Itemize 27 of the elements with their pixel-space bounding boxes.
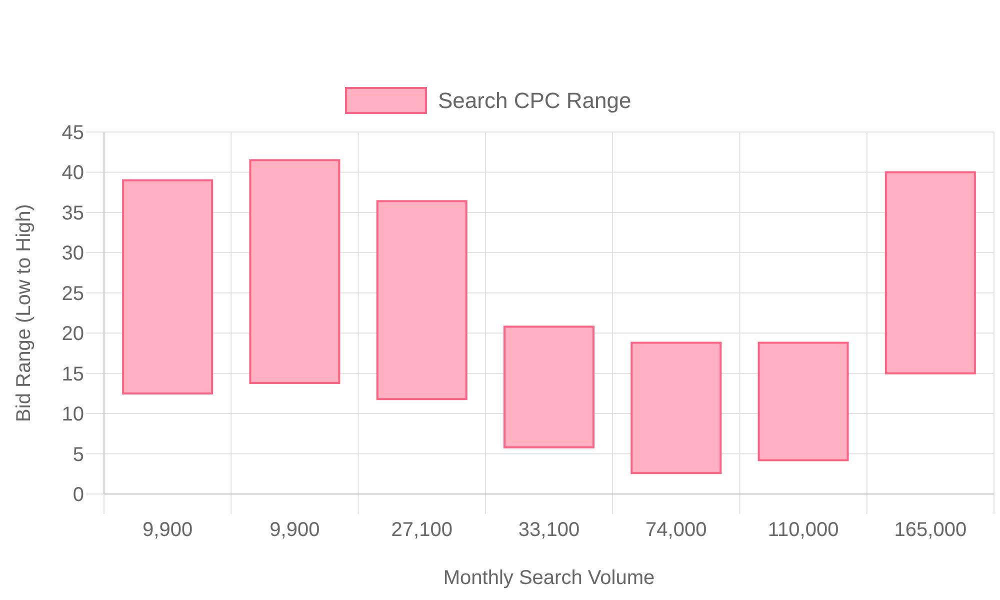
x-tick-label: 33,100 <box>518 519 580 541</box>
y-tick-label: 15 <box>62 363 84 386</box>
y-tick-label: 0 <box>72 484 84 506</box>
bar <box>630 342 722 474</box>
bar <box>122 179 214 394</box>
x-tick-label: 110,000 <box>768 519 839 541</box>
bar <box>884 171 976 374</box>
x-tick-label: 27,100 <box>391 519 452 541</box>
legend-label: Search CPC Range <box>438 88 632 114</box>
x-tick-label: 165,000 <box>894 519 967 541</box>
bar <box>376 200 468 400</box>
x-tick-label: 9,900 <box>142 519 193 541</box>
x-tick-label: 74,000 <box>646 519 707 541</box>
y-tick-label: 10 <box>62 404 84 426</box>
y-tick-label: 35 <box>62 202 84 224</box>
x-tick-label: 9,900 <box>270 519 320 541</box>
y-tick-label: 45 <box>62 122 84 144</box>
x-axis-title: Monthly Search Volume <box>443 567 655 589</box>
y-tick-label: 20 <box>62 323 84 346</box>
bar <box>758 342 849 462</box>
y-tick-label: 25 <box>62 282 84 305</box>
y-tick-label: 5 <box>72 444 84 466</box>
y-tick-label: 40 <box>62 162 84 184</box>
bar <box>504 326 594 448</box>
y-axis-title: Bid Range (Low to High) <box>13 204 35 422</box>
y-tick-label: 30 <box>62 242 84 265</box>
bar <box>249 159 340 384</box>
